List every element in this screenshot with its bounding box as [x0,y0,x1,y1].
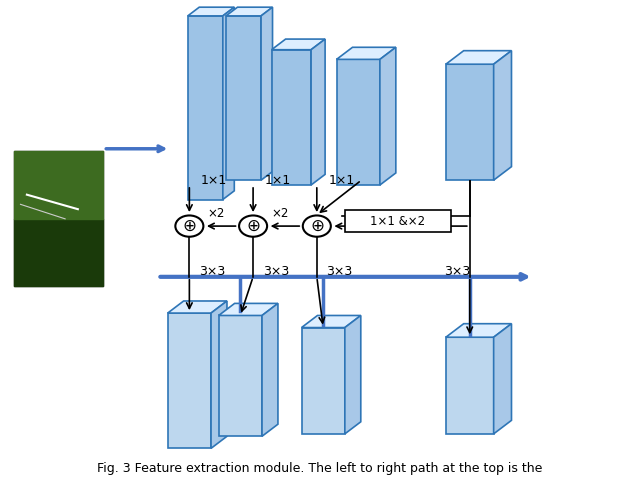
Text: 1×1: 1×1 [201,174,227,187]
Polygon shape [446,324,511,337]
Polygon shape [380,47,396,185]
Polygon shape [211,301,227,449]
Polygon shape [223,7,234,200]
FancyBboxPatch shape [346,210,451,232]
FancyBboxPatch shape [226,16,261,180]
FancyBboxPatch shape [337,59,380,185]
Polygon shape [188,7,234,16]
Polygon shape [301,315,361,328]
Text: 3×3: 3×3 [444,265,470,278]
Text: $\oplus$: $\oplus$ [182,217,196,235]
Circle shape [175,215,204,237]
Polygon shape [311,39,325,185]
FancyBboxPatch shape [301,328,345,434]
Polygon shape [261,7,273,180]
Polygon shape [226,7,273,16]
Text: Fig. 3 Feature extraction module. The left to right path at the top is the: Fig. 3 Feature extraction module. The le… [97,462,543,475]
Text: 1×1 &×2: 1×1 &×2 [371,215,426,228]
FancyBboxPatch shape [188,16,223,200]
Polygon shape [262,303,278,436]
Polygon shape [168,301,227,313]
Text: 3×3: 3×3 [326,265,353,278]
FancyBboxPatch shape [219,315,262,436]
Text: ×2: ×2 [207,207,225,220]
Text: 3×3: 3×3 [199,265,225,278]
Polygon shape [337,47,396,59]
Polygon shape [493,324,511,434]
Text: 1×1: 1×1 [264,174,291,187]
Polygon shape [271,39,325,50]
Circle shape [239,215,267,237]
Polygon shape [219,303,278,315]
Circle shape [303,215,331,237]
FancyBboxPatch shape [168,313,211,449]
Text: $\oplus$: $\oplus$ [246,217,260,235]
Polygon shape [345,315,361,434]
Text: 3×3: 3×3 [262,265,289,278]
FancyBboxPatch shape [14,151,103,286]
Text: ×2: ×2 [271,207,289,220]
FancyBboxPatch shape [446,64,493,180]
FancyBboxPatch shape [446,337,493,434]
Text: $\oplus$: $\oplus$ [310,217,324,235]
Polygon shape [493,51,511,180]
FancyBboxPatch shape [271,50,311,185]
Text: 1×1: 1×1 [328,174,355,187]
Polygon shape [446,51,511,64]
